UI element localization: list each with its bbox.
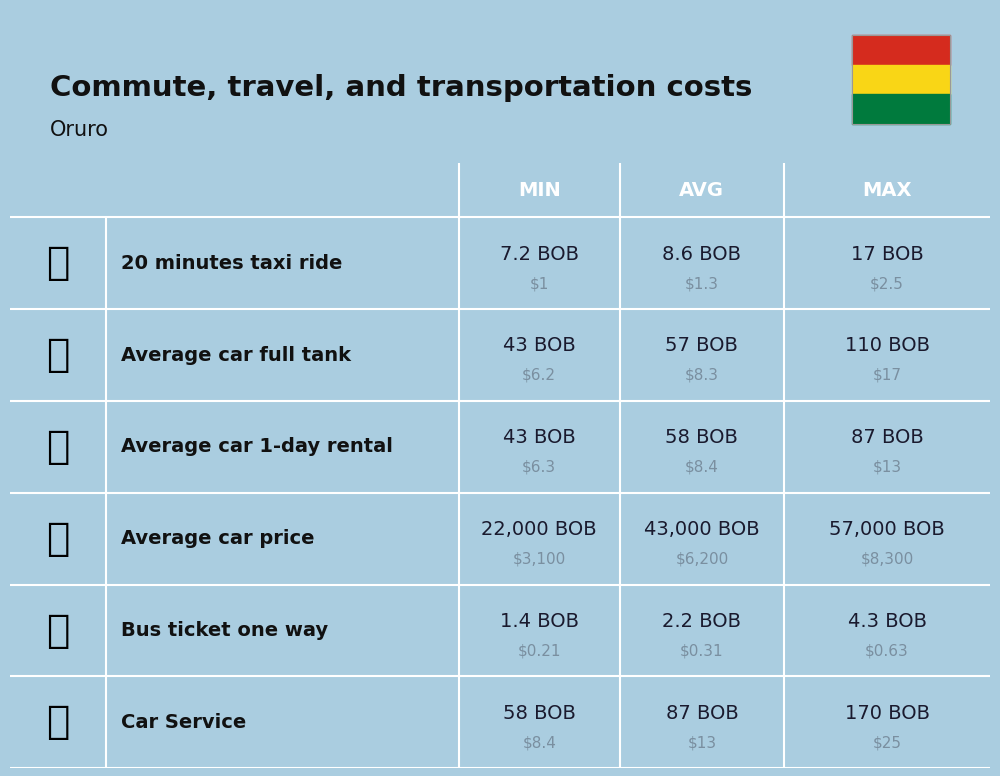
Text: Car Service: Car Service: [121, 713, 246, 732]
Text: 57 BOB: 57 BOB: [665, 337, 738, 355]
Text: 7.2 BOB: 7.2 BOB: [500, 244, 579, 264]
Text: $17: $17: [873, 368, 902, 383]
Text: 43 BOB: 43 BOB: [503, 337, 576, 355]
Text: 🚗: 🚗: [46, 703, 70, 741]
Text: 4.3 BOB: 4.3 BOB: [848, 611, 927, 631]
Text: $6.3: $6.3: [522, 459, 556, 475]
Text: $1.3: $1.3: [685, 276, 719, 291]
Text: Average car full tank: Average car full tank: [121, 345, 351, 365]
Text: 🚌: 🚌: [46, 611, 70, 650]
Text: 43 BOB: 43 BOB: [503, 428, 576, 447]
Text: 87 BOB: 87 BOB: [666, 704, 738, 722]
Text: 87 BOB: 87 BOB: [851, 428, 923, 447]
Text: $0.31: $0.31: [680, 643, 724, 658]
Text: $8.4: $8.4: [522, 735, 556, 750]
Text: $2.5: $2.5: [870, 276, 904, 291]
Text: $6.2: $6.2: [522, 368, 556, 383]
Text: Average car price: Average car price: [121, 529, 314, 548]
Text: 🚙: 🚙: [46, 428, 70, 466]
Text: $8.3: $8.3: [685, 368, 719, 383]
Text: $6,200: $6,200: [675, 552, 729, 566]
Text: 1.4 BOB: 1.4 BOB: [500, 611, 579, 631]
Text: MAX: MAX: [862, 181, 912, 199]
Text: $13: $13: [687, 735, 716, 750]
Text: 8.6 BOB: 8.6 BOB: [662, 244, 741, 264]
Text: $25: $25: [873, 735, 902, 750]
Text: $0.21: $0.21: [517, 643, 561, 658]
Text: 🚗: 🚗: [46, 520, 70, 558]
Text: $0.63: $0.63: [865, 643, 909, 658]
Text: Oruro: Oruro: [50, 120, 109, 140]
Text: 58 BOB: 58 BOB: [503, 704, 576, 722]
Text: 57,000 BOB: 57,000 BOB: [829, 520, 945, 539]
Text: ⛽: ⛽: [46, 336, 70, 374]
Text: 58 BOB: 58 BOB: [665, 428, 738, 447]
Text: 110 BOB: 110 BOB: [845, 337, 930, 355]
Text: 22,000 BOB: 22,000 BOB: [481, 520, 597, 539]
Text: 17 BOB: 17 BOB: [851, 244, 923, 264]
Text: 170 BOB: 170 BOB: [845, 704, 930, 722]
Text: $3,100: $3,100: [513, 552, 566, 566]
Text: AVG: AVG: [679, 181, 724, 199]
Text: 2.2 BOB: 2.2 BOB: [662, 611, 741, 631]
Text: $8,300: $8,300: [860, 552, 914, 566]
Text: Bus ticket one way: Bus ticket one way: [121, 621, 328, 640]
Text: MIN: MIN: [518, 181, 561, 199]
Text: Average car 1-day rental: Average car 1-day rental: [121, 438, 393, 456]
Text: $13: $13: [873, 459, 902, 475]
Text: 43,000 BOB: 43,000 BOB: [644, 520, 760, 539]
Text: $1: $1: [530, 276, 549, 291]
Text: $8.4: $8.4: [685, 459, 719, 475]
Text: 🚕: 🚕: [46, 244, 70, 282]
Text: Commute, travel, and transportation costs: Commute, travel, and transportation cost…: [50, 74, 752, 102]
Text: 20 minutes taxi ride: 20 minutes taxi ride: [121, 254, 342, 273]
